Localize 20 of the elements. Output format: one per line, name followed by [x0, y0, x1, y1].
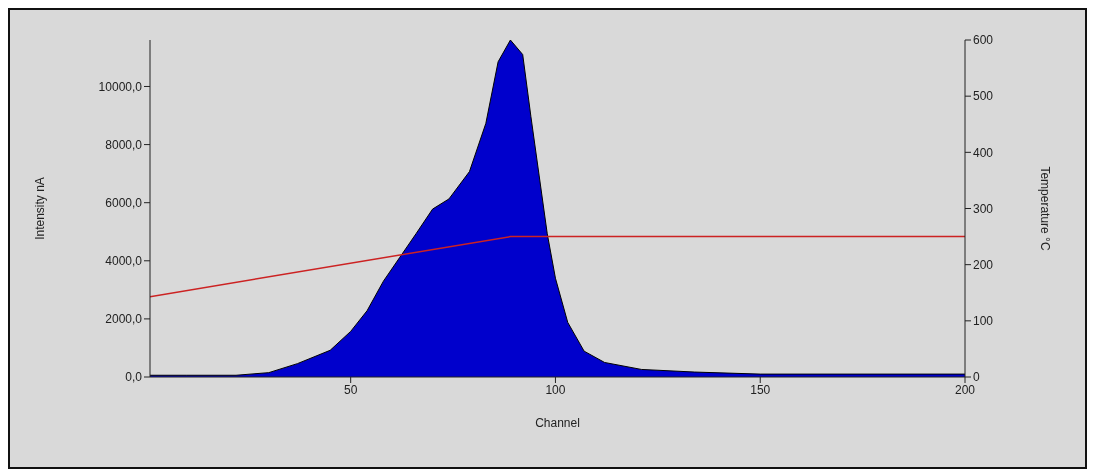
x-tick-label: 150 [750, 382, 771, 397]
y2-tick-label: 0 [973, 370, 980, 385]
y2-tick-label: 600 [973, 33, 994, 48]
y2-tick-label: 500 [973, 89, 994, 104]
y2-tick-label: 300 [973, 201, 994, 216]
y2-tick-label: 200 [973, 257, 994, 272]
y-tick-label: 10000,0 [98, 79, 143, 94]
y-tick-label: 6000,0 [105, 195, 143, 210]
x-tick-label: 50 [344, 382, 358, 397]
y-tick-label: 4000,0 [105, 254, 143, 269]
y2-tick-label: 400 [973, 145, 994, 160]
y-tick-label: 8000,0 [105, 137, 143, 152]
y-tick-label: 2000,0 [105, 312, 143, 327]
x-tick-label: 200 [954, 382, 976, 397]
y2-tick-label: 100 [973, 314, 994, 329]
x-tick-label: 100 [545, 382, 566, 397]
y2-axis-title: Temperature °C [1037, 166, 1052, 251]
y-axis-title: Intensity nA [33, 177, 48, 240]
x-axis-title: Channel [535, 416, 580, 430]
y-tick-label: 0,0 [125, 370, 143, 385]
